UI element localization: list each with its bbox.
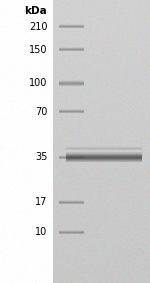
Text: 10: 10: [35, 227, 47, 237]
Text: kDa: kDa: [24, 6, 47, 16]
Text: 210: 210: [29, 22, 47, 32]
Text: 17: 17: [35, 197, 47, 207]
Text: 35: 35: [35, 152, 47, 162]
Text: 100: 100: [29, 78, 47, 89]
Text: 150: 150: [29, 44, 47, 55]
Text: 70: 70: [35, 107, 47, 117]
